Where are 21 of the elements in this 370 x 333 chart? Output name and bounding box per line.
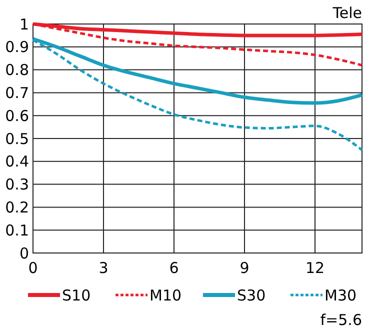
y-tick-label: 0.6	[5, 106, 29, 125]
legend-label: M10	[150, 286, 182, 304]
y-tick-label: 0.2	[5, 198, 29, 216]
chart-title: Tele	[332, 4, 362, 22]
x-tick-label: 6	[169, 259, 179, 277]
y-tick-label: 0	[19, 244, 29, 262]
x-tick-label: 12	[305, 259, 325, 277]
y-tick-label: 0.3	[5, 176, 29, 194]
legend-label: M30	[324, 286, 357, 304]
text: f=5.6	[320, 311, 362, 329]
x-tick-label: 9	[240, 259, 250, 277]
legend-label: S30	[237, 286, 266, 304]
y-tick-label: 0.5	[5, 130, 29, 148]
x-tick-label: 3	[98, 259, 108, 277]
y-tick-label: 0.9	[5, 38, 29, 56]
y-tick-label: 0.7	[5, 84, 29, 102]
legend-label: S10	[62, 286, 91, 304]
y-tick-label: 0.1	[5, 221, 29, 240]
y-tick-label: 1	[19, 15, 29, 34]
y-tick-label: 0.4	[5, 152, 29, 171]
y-tick-label: 0.8	[5, 61, 29, 80]
